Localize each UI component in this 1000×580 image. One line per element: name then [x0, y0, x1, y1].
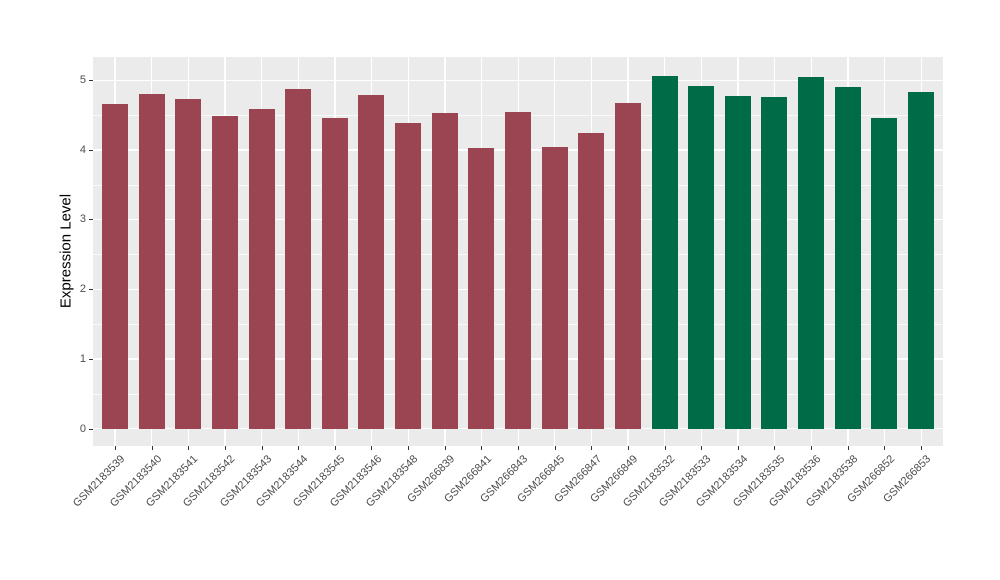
bar: [321, 117, 348, 429]
x-tick-mark: [334, 446, 336, 450]
bar: [688, 86, 715, 429]
bar: [431, 112, 458, 429]
bar: [798, 77, 825, 429]
bar: [541, 146, 568, 429]
x-tick-mark: [921, 446, 923, 450]
y-tick-label: 0: [79, 422, 86, 435]
y-tick-label: 3: [79, 213, 86, 226]
x-tick-mark: [114, 446, 116, 450]
y-tick-label: 4: [79, 143, 86, 156]
x-tick-mark: [737, 446, 739, 450]
x-tick-mark: [151, 446, 153, 450]
x-tick-mark: [591, 446, 593, 450]
x-tick-mark: [664, 446, 666, 450]
y-tick-mark: [89, 219, 93, 221]
bar: [578, 132, 605, 429]
x-tick-mark: [847, 446, 849, 450]
x-tick-mark: [518, 446, 519, 450]
y-tick-mark: [89, 80, 93, 81]
bar: [614, 103, 641, 429]
bar: [468, 147, 495, 429]
y-tick-mark: [89, 428, 93, 430]
bar: [358, 94, 385, 429]
x-tick-mark: [481, 446, 483, 450]
bar: [395, 122, 422, 429]
plot-panel: [93, 57, 943, 446]
bar: [724, 96, 751, 429]
x-tick-mark: [298, 446, 300, 450]
x-tick-mark: [627, 446, 629, 450]
bar: [138, 93, 165, 429]
x-tick-mark: [554, 446, 556, 450]
x-tick-mark: [188, 446, 190, 450]
x-tick-mark: [224, 446, 226, 450]
y-tick-label: 2: [79, 283, 86, 296]
y-tick-label: 5: [79, 74, 86, 86]
bar: [761, 96, 788, 429]
bar: [285, 89, 312, 429]
y-tick-mark: [89, 358, 93, 360]
bar: [505, 112, 531, 429]
x-tick-mark: [811, 446, 813, 450]
bar: [248, 108, 275, 429]
y-tick-mark: [89, 289, 93, 291]
x-tick-mark: [371, 446, 373, 450]
x-tick-mark: [884, 446, 886, 450]
x-tick-mark: [444, 446, 446, 450]
x-tick-mark: [701, 446, 703, 450]
bar: [834, 86, 861, 429]
x-tick-mark: [261, 446, 263, 450]
bar: [651, 75, 678, 429]
x-tick-mark: [408, 446, 410, 450]
y-tick-label: 1: [79, 352, 86, 365]
bar: [908, 91, 935, 429]
x-tick-mark: [774, 446, 776, 450]
y-tick-mark: [89, 149, 93, 151]
bar: [211, 116, 238, 429]
bar: [101, 103, 128, 429]
bar: [871, 117, 898, 429]
bar: [175, 98, 202, 429]
